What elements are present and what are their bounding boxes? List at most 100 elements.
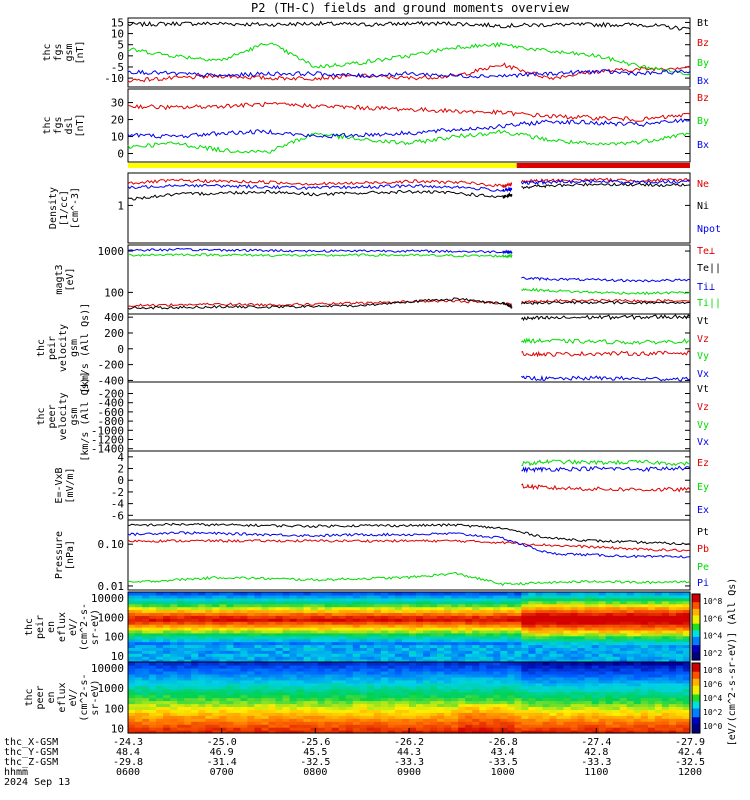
spectrogram-cell [507, 594, 515, 599]
spectrogram-cell [226, 662, 234, 666]
spectrogram-cell [366, 721, 375, 725]
spectrogram-cell [633, 629, 642, 634]
spectrogram-cell [240, 653, 248, 657]
spectrogram-cell [128, 697, 136, 702]
spectrogram-cell [289, 706, 298, 710]
spectrogram-cell [191, 724, 199, 728]
spectrogram-cell [402, 647, 410, 651]
spectrogram-cell [352, 673, 361, 678]
spectrogram-cell [282, 659, 291, 663]
spectrogram-cell [254, 597, 262, 602]
spectrogram-cell [654, 635, 663, 640]
spectrogram-cell [331, 706, 340, 710]
spectrogram-cell [472, 715, 480, 719]
spectrogram-cell [676, 688, 684, 693]
spectrogram-cell [654, 715, 663, 719]
spectrogram-cell [184, 653, 192, 657]
spectrogram-cell [247, 592, 255, 596]
spectrogram-cell [184, 615, 192, 619]
spectrogram-cell [135, 721, 143, 725]
spectrogram-cell [156, 592, 164, 596]
spectrogram-cell [458, 632, 466, 637]
spectrogram-cell [275, 682, 284, 687]
spectrogram-cell [563, 629, 572, 634]
spectrogram-cell [394, 638, 403, 643]
spectrogram-cell [402, 659, 410, 663]
spectrogram-cell [359, 712, 368, 716]
spectrogram-cell [570, 650, 579, 654]
spectrogram-cell [142, 703, 150, 707]
spectrogram-cell [676, 685, 684, 690]
spectrogram-cell [668, 721, 677, 725]
spectrogram-cell [205, 659, 213, 663]
spectrogram-cell [380, 612, 389, 616]
spectrogram-cell [324, 650, 333, 654]
spectrogram-cell [598, 706, 607, 710]
spectrogram-cell [430, 715, 438, 719]
spectrogram-cell [507, 727, 515, 731]
spectrogram-cell [479, 650, 487, 654]
spectrogram-cell [654, 627, 663, 631]
legend-pressure-Pi: Pi [697, 578, 709, 589]
spectrogram-cell [619, 665, 628, 669]
spectrogram-cell [577, 667, 586, 672]
spectrogram-cell [233, 597, 241, 602]
colorbar-cell [692, 692, 700, 696]
spectrogram-cell [233, 709, 241, 713]
spectrogram-cell [205, 656, 213, 660]
spectrogram-cell [451, 682, 459, 687]
spectrogram-cell [500, 629, 508, 634]
spectrogram-cell [479, 600, 487, 605]
spectrogram-cell [535, 615, 544, 619]
spectrogram-cell [331, 665, 340, 669]
spectrogram-cell [303, 615, 312, 619]
spectrogram-cell [676, 673, 684, 678]
spectrogram-cell [373, 688, 382, 693]
spectrogram-cell [142, 650, 150, 654]
spectrogram-cell [577, 621, 586, 625]
spectrogram-cell [619, 632, 628, 637]
spectrogram-cell [458, 594, 466, 599]
spectrogram-cell [640, 727, 649, 731]
spectrogram-cell [556, 700, 565, 705]
spectrogram-cell [128, 718, 136, 722]
spectrogram-cell [198, 597, 206, 602]
spectrogram-cell [486, 676, 494, 681]
spectrogram-cell [535, 694, 544, 699]
spectrogram-cell [528, 612, 536, 616]
spectrogram-cell [444, 653, 452, 657]
spectrogram-cell [549, 606, 558, 611]
spectrogram-cell [563, 665, 572, 669]
spectrogram-cell [177, 679, 185, 684]
spectrogram-cell [640, 665, 649, 669]
spectrogram-cell [563, 600, 572, 605]
spectrogram-cell [640, 724, 649, 728]
spectrogram-cell [640, 618, 649, 622]
spectrogram-cell [683, 694, 691, 699]
ytick-label-peir_spectrogram: 100 [104, 631, 124, 644]
spectrogram-cell [661, 632, 670, 637]
spectrogram-cell [331, 609, 340, 613]
spectrogram-cell [163, 612, 171, 616]
spectrogram-cell [472, 600, 480, 605]
spectrogram-cell [128, 721, 136, 725]
spectrogram-cell [465, 703, 473, 707]
spectrogram-cell [177, 603, 185, 608]
spectrogram-cell [640, 662, 649, 666]
spectrogram-cell [577, 682, 586, 687]
spectrogram-cell [268, 670, 277, 675]
spectrogram-cell [479, 594, 487, 599]
series-line-temperature-Ti [521, 276, 691, 283]
spectrogram-cell [612, 662, 621, 666]
spectrogram-cell [416, 612, 424, 616]
spectrogram-cell [661, 600, 670, 605]
spectrogram-cell [556, 597, 565, 602]
spectrogram-cell [402, 656, 410, 660]
spectrogram-cell [633, 730, 642, 734]
spectrogram-cell [198, 647, 206, 651]
colorbar-tick-label: 10^4 [703, 694, 722, 703]
spectrogram-cell [226, 676, 234, 681]
spectrogram-cell [514, 612, 522, 616]
spectrogram-cell [156, 721, 164, 725]
spectrogram-cell [142, 700, 150, 705]
